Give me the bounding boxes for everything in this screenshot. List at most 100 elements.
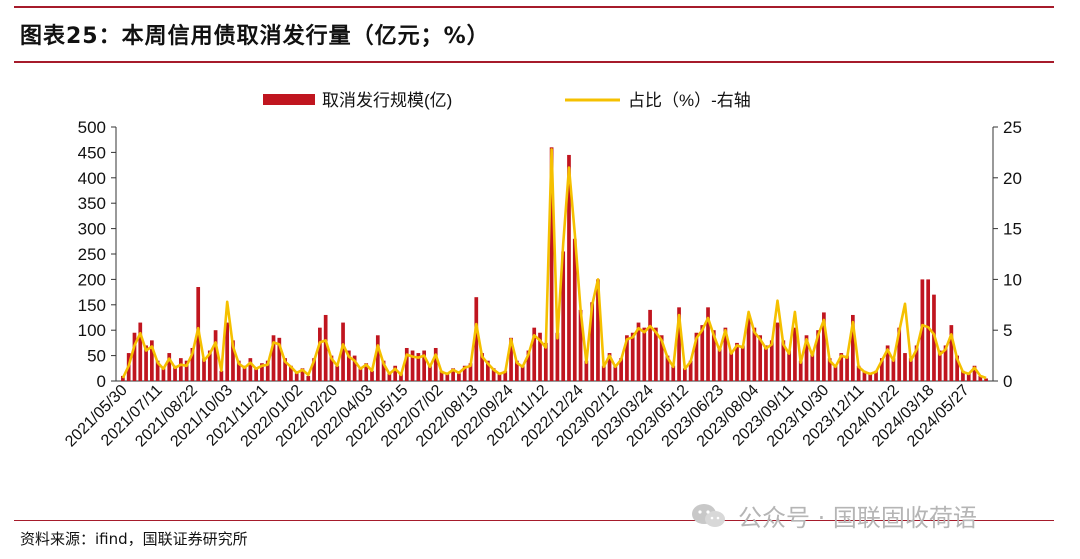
bar [613,365,618,381]
bar [497,373,502,381]
bar [596,279,600,381]
bar [520,365,525,381]
bar [422,350,427,381]
bar [665,355,670,381]
bar [897,327,902,381]
bar [740,345,745,381]
left-tick-label: 350 [78,194,106,213]
bar [735,342,739,381]
line-series [121,148,987,380]
bar [937,350,942,381]
bar [318,327,322,381]
bar [827,358,832,381]
bar [694,332,699,381]
bar [260,363,264,381]
bar [167,353,172,381]
left-tick-label: 0 [97,372,106,391]
bar [346,350,351,381]
bar [144,345,148,381]
bar [561,251,566,381]
bar [173,365,177,381]
bar [775,322,780,381]
ratio-line [121,148,987,380]
bar [231,340,235,381]
axes: 0 50 100 150 200 250 300 350 400 450 500 0 5 10 15 20 25 [78,118,1022,391]
bar [178,358,183,381]
bar [254,368,258,381]
bar [132,332,137,381]
bar [265,360,270,381]
bar [457,373,461,381]
bar [839,353,844,381]
bar [526,350,531,381]
bar [903,353,907,381]
bar [961,370,965,381]
right-tick-label: 20 [1003,169,1022,188]
bar [289,365,293,381]
bar [636,322,641,381]
bar [874,370,878,381]
bar [399,373,403,381]
bar [491,368,496,381]
bar [312,358,316,381]
bar [242,365,247,381]
left-tick-label: 100 [78,321,106,340]
legend-bar-label: 取消发行规模(亿) [322,91,452,110]
left-tick-label: 500 [78,118,106,137]
bar [810,353,815,381]
bar [862,370,867,381]
bar [439,370,444,381]
bar [306,375,311,381]
bar [428,365,432,381]
bar [462,365,467,381]
bar [150,340,154,381]
bar [758,335,763,381]
bar [607,353,612,381]
left-tick-label: 200 [78,270,106,289]
bar [949,325,954,381]
right-tick-label: 10 [1003,270,1022,289]
chart: 取消发行规模(亿) 占比（%）-右轴 050100150200250300350… [62,91,1022,451]
bar [833,365,838,381]
bar [202,358,206,381]
bar [671,365,676,381]
bar [352,355,357,381]
right-tick-label: 25 [1003,118,1022,137]
bar [486,360,490,381]
bar [549,147,554,381]
bottom-rule [14,520,1054,521]
x-tick-labels: 2021/05/302021/07/112021/08/222021/10/03… [62,382,973,451]
bar [752,327,757,381]
bar [746,317,751,381]
left-tick-label: 50 [87,347,106,366]
bar [972,365,977,381]
source-note: 资料来源：ifind，国联证券研究所 [20,530,248,548]
bar [503,370,508,381]
bar [236,360,241,381]
bar [364,363,369,381]
bar [283,358,287,381]
bar [138,322,143,381]
bar [468,363,473,381]
bar [845,355,849,381]
bar [793,327,797,381]
left-tick-label: 250 [78,245,106,264]
bar [822,312,826,381]
bar [856,365,861,381]
bar [584,360,589,381]
bar [677,307,681,381]
bar [248,358,253,381]
bar [630,332,635,381]
bar [277,337,282,381]
bar [474,297,479,381]
bar [433,347,438,381]
bar [966,373,971,381]
bar [914,345,919,381]
bar [682,368,687,381]
bar [659,335,664,381]
bar [654,327,658,381]
bar [358,368,363,381]
bar [781,340,786,381]
bar [225,322,230,381]
bar [868,373,873,381]
